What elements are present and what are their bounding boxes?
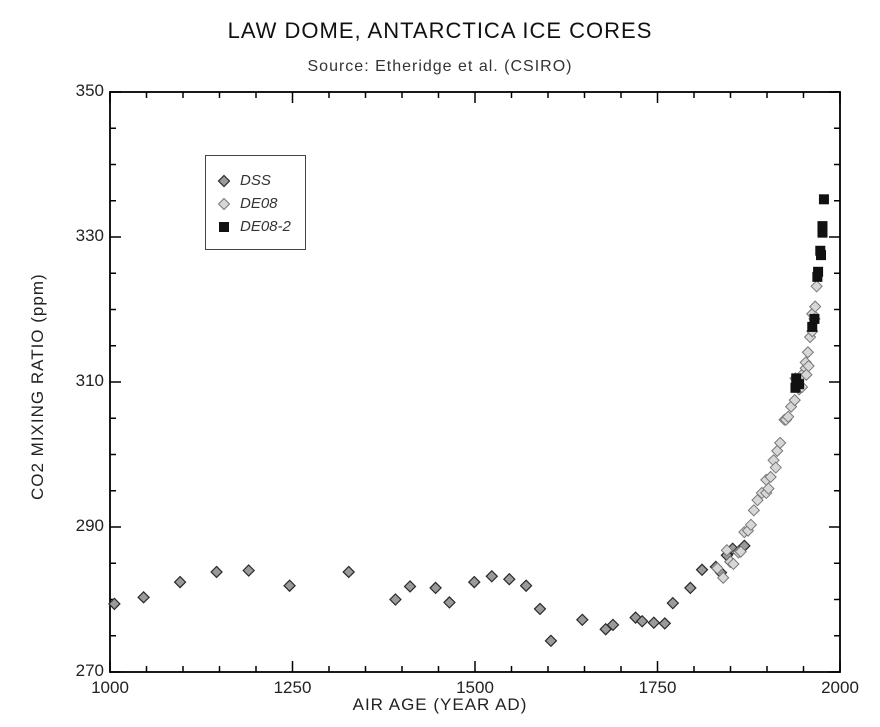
legend-label: DE08-2	[240, 218, 291, 235]
x-tick-label: 2000	[815, 678, 865, 698]
scatter-plot	[0, 0, 880, 727]
legend-marker-icon	[216, 220, 230, 234]
chart-container: LAW DOME, ANTARCTICA ICE CORES Source: E…	[0, 0, 880, 727]
legend-item: DE08	[216, 195, 291, 212]
y-tick-label: 290	[60, 516, 104, 536]
legend-marker-icon	[216, 197, 230, 211]
y-tick-label: 330	[60, 226, 104, 246]
x-tick-label: 1750	[633, 678, 683, 698]
legend-marker-icon	[216, 174, 230, 188]
legend-item: DSS	[216, 172, 291, 189]
y-tick-label: 270	[60, 661, 104, 681]
x-tick-label: 1500	[450, 678, 500, 698]
x-tick-label: 1250	[268, 678, 318, 698]
series-DE08	[712, 281, 822, 583]
legend-item: DE08-2	[216, 218, 291, 235]
legend-label: DE08	[240, 195, 278, 212]
legend: DSS DE08 DE08-2	[205, 155, 306, 250]
legend-label: DSS	[240, 172, 271, 189]
series-DSS	[109, 540, 750, 646]
y-tick-label: 350	[60, 81, 104, 101]
y-tick-label: 310	[60, 371, 104, 391]
x-tick-label: 1000	[85, 678, 135, 698]
